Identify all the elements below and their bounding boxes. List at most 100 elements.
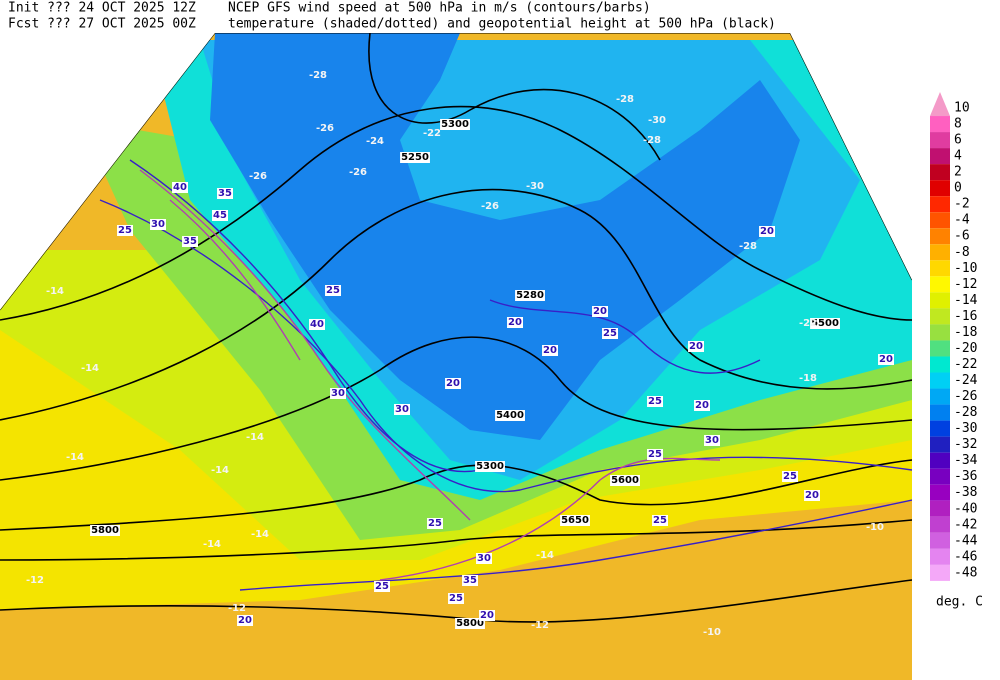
colorbar-unit: deg. C <box>936 595 983 610</box>
temperature-label: -10 <box>703 627 721 638</box>
label-background <box>704 435 720 446</box>
colorbar-label: -10 <box>954 261 977 276</box>
colorbar-label: -22 <box>954 357 977 372</box>
temperature-label: -26 <box>481 201 499 212</box>
label-background <box>515 290 545 301</box>
label-background <box>878 354 894 365</box>
temperature-label: -22 <box>423 128 441 139</box>
wind-label: 20 <box>446 378 460 389</box>
label-background <box>462 575 478 586</box>
colorbar-box <box>930 356 950 373</box>
wind-label: 20 <box>480 610 494 621</box>
temperature-label: -14 <box>203 539 221 550</box>
colorbar-label: -30 <box>954 421 977 436</box>
height-label: 5600 <box>611 475 639 486</box>
label-background <box>694 400 710 411</box>
colorbar-label: 2 <box>954 165 962 180</box>
colorbar-label: -46 <box>954 549 977 564</box>
init-time: Init ??? 24 OCT 2025 12Z <box>8 1 196 16</box>
wind-label: 25 <box>603 328 617 339</box>
colorbar-label: -20 <box>954 341 977 356</box>
label-background <box>394 404 410 415</box>
wind-label: 25 <box>428 518 442 529</box>
colorbar-label: -12 <box>954 277 977 292</box>
strong-wind-contours <box>139 169 721 581</box>
label-background <box>427 518 443 529</box>
temperature-label: -28 <box>643 135 661 146</box>
wind-label: 25 <box>118 225 132 236</box>
colorbar-box <box>930 468 950 485</box>
wind-label: 45 <box>213 210 227 221</box>
height-label: 5800 <box>456 618 484 629</box>
colorbar-label: -4 <box>954 213 970 228</box>
colorbar-label: 4 <box>954 149 962 164</box>
label-background <box>688 341 704 352</box>
label-background <box>652 515 668 526</box>
subtitle: temperature (shaded/dotted) and geopoten… <box>228 17 776 32</box>
height-label: 5250 <box>401 152 429 163</box>
wind-label: 30 <box>705 435 719 446</box>
colorbar-cap <box>930 92 950 117</box>
label-background <box>440 119 470 130</box>
colorbar-label: -48 <box>954 565 977 580</box>
colorbar-label: -14 <box>954 293 978 308</box>
label-background <box>560 515 590 526</box>
label-background <box>495 410 525 421</box>
colorbar: 1086420-2-4-6-8-10-12-14-16-18-20-22-24-… <box>930 92 978 581</box>
label-background <box>117 225 133 236</box>
height-label: 5800 <box>91 525 119 536</box>
wind-label: 20 <box>543 345 557 356</box>
colorbar-label: -26 <box>954 389 977 404</box>
temperature-label: -10 <box>866 522 884 533</box>
temperature-label: -30 <box>648 115 666 126</box>
colorbar-box <box>930 308 950 325</box>
colorbar-label: -16 <box>954 309 977 324</box>
wind-label: 25 <box>653 515 667 526</box>
colorbar-label: -38 <box>954 485 977 500</box>
colorbar-box <box>930 436 950 453</box>
height-label: 5280 <box>516 290 544 301</box>
label-background <box>455 618 485 629</box>
colorbar-box <box>930 180 950 197</box>
domain-edge <box>0 33 912 311</box>
label-background <box>479 610 495 621</box>
wind-label: 20 <box>508 317 522 328</box>
wind-label: 20 <box>760 226 774 237</box>
temperature-label: -12 <box>26 575 44 586</box>
colorbar-box <box>930 548 950 565</box>
label-background <box>592 306 608 317</box>
wind-contours <box>99 159 912 591</box>
temperature-label: -26 <box>249 171 267 182</box>
temperature-label: -28 <box>309 70 327 81</box>
colorbar-box <box>930 516 950 533</box>
label-background <box>150 219 166 230</box>
label-background <box>475 461 505 472</box>
wind-label: 25 <box>783 471 797 482</box>
colorbar-box <box>930 228 950 245</box>
colorbar-label: -40 <box>954 501 977 516</box>
colorbar-label: 0 <box>954 181 962 196</box>
label-background <box>542 345 558 356</box>
map-labels: 5300 5250 5280 5400 5300 5600 5650 5800 5800 5500… <box>26 70 894 638</box>
label-background <box>507 317 523 328</box>
colorbar-label: -34 <box>954 453 978 468</box>
colorbar-label: -42 <box>954 517 977 532</box>
label-background <box>602 328 618 339</box>
colorbar-box <box>930 340 950 357</box>
temperature-label: -14 <box>211 465 229 476</box>
temperature-label: -14 <box>246 432 264 443</box>
wind-label: 35 <box>218 188 232 199</box>
wind-label: 25 <box>326 285 340 296</box>
colorbar-label: -6 <box>954 229 970 244</box>
wind-label: 20 <box>695 400 709 411</box>
label-background <box>217 188 233 199</box>
temperature-label: -14 <box>81 363 99 374</box>
colorbar-box <box>930 276 950 293</box>
colorbar-label: 6 <box>954 133 962 148</box>
temperature-label: -12 <box>228 603 246 614</box>
height-contours <box>0 33 912 623</box>
wind-label: 30 <box>395 404 409 415</box>
colorbar-label: 8 <box>954 117 962 132</box>
